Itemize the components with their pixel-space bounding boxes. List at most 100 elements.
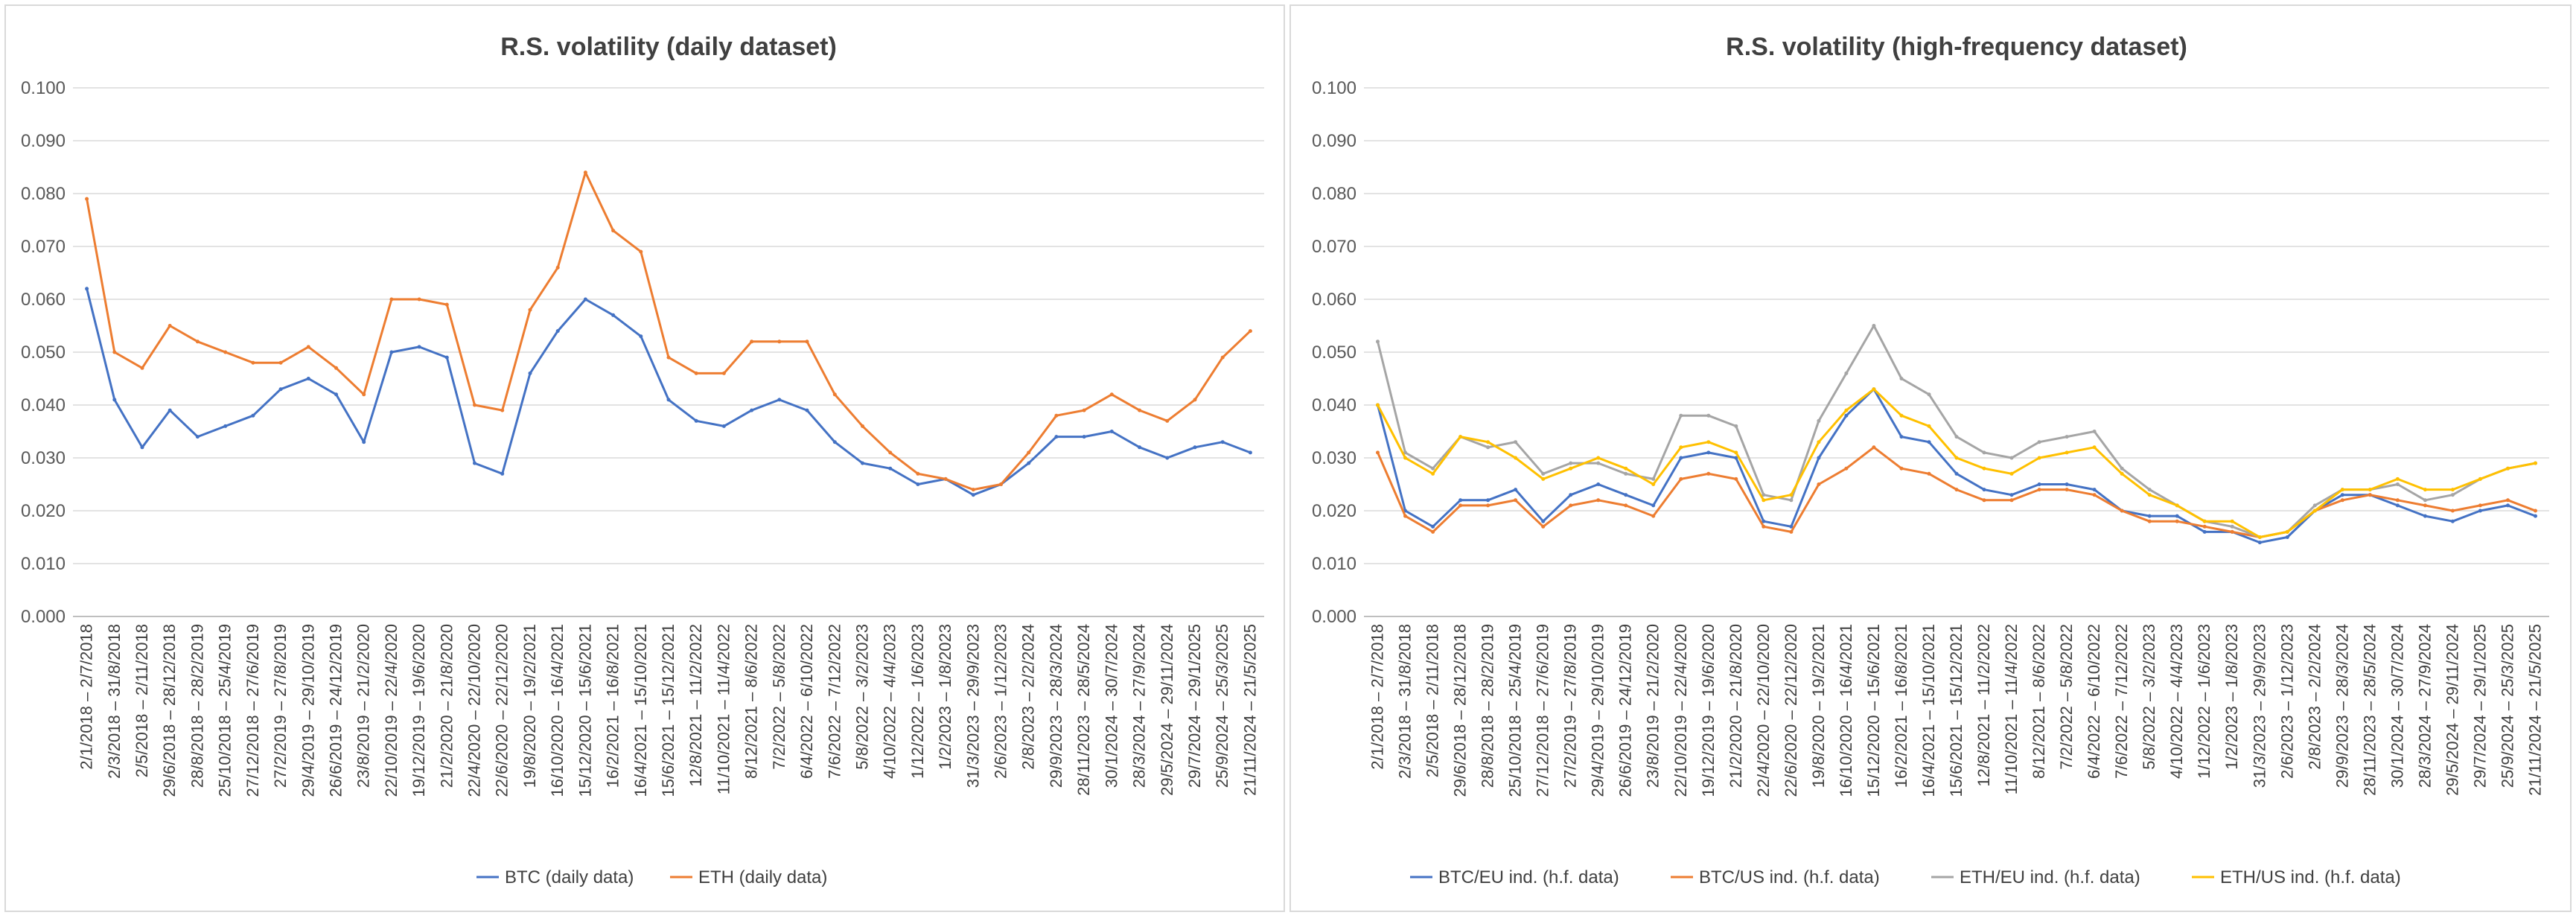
- x-tick-label: 25/10/2018 – 25/4/2019: [1506, 624, 1525, 797]
- data-point: [750, 408, 754, 412]
- data-point: [2423, 498, 2427, 503]
- y-tick-label: 0.090: [21, 131, 66, 151]
- data-point: [1193, 445, 1197, 450]
- data-point: [1569, 461, 1573, 465]
- data-point: [2230, 529, 2234, 534]
- data-point: [1734, 450, 1738, 455]
- data-point: [1569, 493, 1573, 497]
- data-point: [1927, 471, 1931, 476]
- data-point: [999, 482, 1003, 486]
- data-point: [1844, 466, 1849, 471]
- x-tick-label: 31/3/2023 – 29/9/2023: [2250, 624, 2269, 788]
- data-point: [2506, 466, 2510, 471]
- x-tick-label: 22/4/2020 – 22/10/2020: [465, 624, 484, 797]
- data-point: [971, 493, 975, 497]
- data-point: [1248, 450, 1252, 455]
- daily-volatility-chart: R.S. volatility (daily dataset) 0.000 0.01…: [21, 33, 1264, 887]
- data-point: [140, 445, 144, 450]
- data-point: [1844, 408, 1849, 412]
- data-point: [2423, 503, 2427, 508]
- data-point: [1596, 482, 1601, 486]
- data-point: [2534, 509, 2537, 513]
- x-tick-label: 19/8/2020 – 19/2/2021: [520, 624, 539, 788]
- data-point: [1431, 466, 1435, 471]
- data-point: [1872, 387, 1876, 392]
- data-point: [306, 377, 310, 380]
- data-point: [1486, 445, 1491, 450]
- y-tick-label: 0.020: [21, 501, 66, 521]
- data-point: [2230, 519, 2234, 523]
- data-point: [2092, 445, 2097, 450]
- data-point: [2478, 509, 2482, 513]
- data-point: [2147, 488, 2152, 492]
- data-point: [2368, 488, 2372, 492]
- x-tick-label: 4/10/2022 – 4/4/2023: [881, 624, 899, 779]
- data-point: [2092, 493, 2097, 497]
- chart-title: R.S. volatility (high-frequency dataset): [1726, 33, 2187, 61]
- data-point: [2257, 541, 2262, 545]
- x-tick-label: 2/6/2023 – 1/12/2023: [2277, 624, 2296, 779]
- data-point: [1899, 413, 1904, 418]
- data-point: [971, 488, 975, 492]
- x-tick-label: 11/10/2021 – 11/4/2022: [2002, 624, 2021, 794]
- data-point: [2009, 493, 2014, 497]
- data-point: [1954, 488, 1959, 492]
- data-point: [1431, 524, 1435, 529]
- series-line: [1377, 446, 2537, 538]
- data-point: [2423, 514, 2427, 518]
- x-tick-label: 16/4/2021 – 15/10/2021: [631, 624, 650, 797]
- legend-label: BTC/EU ind. (h.f. data): [1438, 867, 1619, 887]
- x-tick-label: 2/3/2018 – 31/8/2018: [1396, 624, 1415, 779]
- data-point: [2340, 498, 2344, 503]
- data-point: [2120, 466, 2124, 471]
- data-point: [389, 350, 394, 354]
- data-point: [1220, 440, 1225, 444]
- data-point: [2395, 482, 2400, 486]
- data-point: [1569, 466, 1573, 471]
- x-tick-label: 7/2/2022 – 5/8/2022: [770, 624, 788, 770]
- chart-panel-daily: R.S. volatility (daily dataset) 0.000 0.01…: [4, 4, 1285, 912]
- x-tick-label: 19/12/2019 – 19/6/2020: [1699, 624, 1718, 797]
- x-tick-label: 15/6/2021 – 15/12/2021: [1947, 624, 1966, 797]
- y-tick-label: 0.050: [21, 342, 66, 363]
- data-point: [1706, 413, 1711, 418]
- data-point: [888, 466, 893, 471]
- high-frequency-volatility-chart: R.S. volatility (high-frequency dataset)…: [1312, 33, 2549, 887]
- data-point: [2147, 514, 2152, 518]
- x-tick-label: 2/3/2018 – 31/8/2018: [105, 624, 124, 779]
- data-point: [666, 355, 671, 360]
- data-point: [195, 435, 200, 439]
- x-tick-label: 22/6/2020 – 22/12/2020: [1782, 624, 1800, 797]
- series-line: [86, 171, 1252, 491]
- data-point: [1458, 435, 1463, 439]
- data-point: [1082, 435, 1086, 439]
- data-point: [721, 371, 726, 375]
- data-point: [1954, 471, 1959, 476]
- data-point: [1165, 418, 1170, 423]
- data-point: [168, 324, 172, 328]
- data-point: [1596, 456, 1601, 460]
- data-point: [334, 392, 338, 397]
- x-tick-label: 2/8/2023 – 2/2/2024: [1019, 624, 1038, 770]
- y-tick-label: 0.080: [1312, 184, 1356, 204]
- data-point: [943, 476, 948, 481]
- data-point: [1403, 450, 1407, 455]
- x-tick-label: 8/12/2021 – 8/6/2022: [742, 624, 761, 779]
- data-point: [2478, 476, 2482, 481]
- data-point: [1624, 471, 1628, 476]
- x-tick-label: 7/2/2022 – 5/8/2022: [2057, 624, 2076, 770]
- data-point: [1789, 493, 1794, 497]
- data-point: [2147, 519, 2152, 523]
- data-point: [1403, 456, 1407, 460]
- data-point: [1817, 418, 1821, 423]
- x-tick-label: 27/2/2019 – 27/8/2019: [271, 624, 290, 788]
- data-point: [112, 398, 117, 402]
- data-point: [1679, 476, 1683, 481]
- data-point: [666, 398, 671, 402]
- data-point: [916, 482, 920, 486]
- x-tick-label: 21/11/2024 – 21/5/2025: [2525, 624, 2544, 796]
- data-point: [1376, 340, 1380, 344]
- x-tick-label: 15/12/2020 – 15/6/2021: [576, 624, 594, 797]
- y-tick-label: 0.090: [1312, 131, 1356, 151]
- data-point: [1514, 498, 1518, 503]
